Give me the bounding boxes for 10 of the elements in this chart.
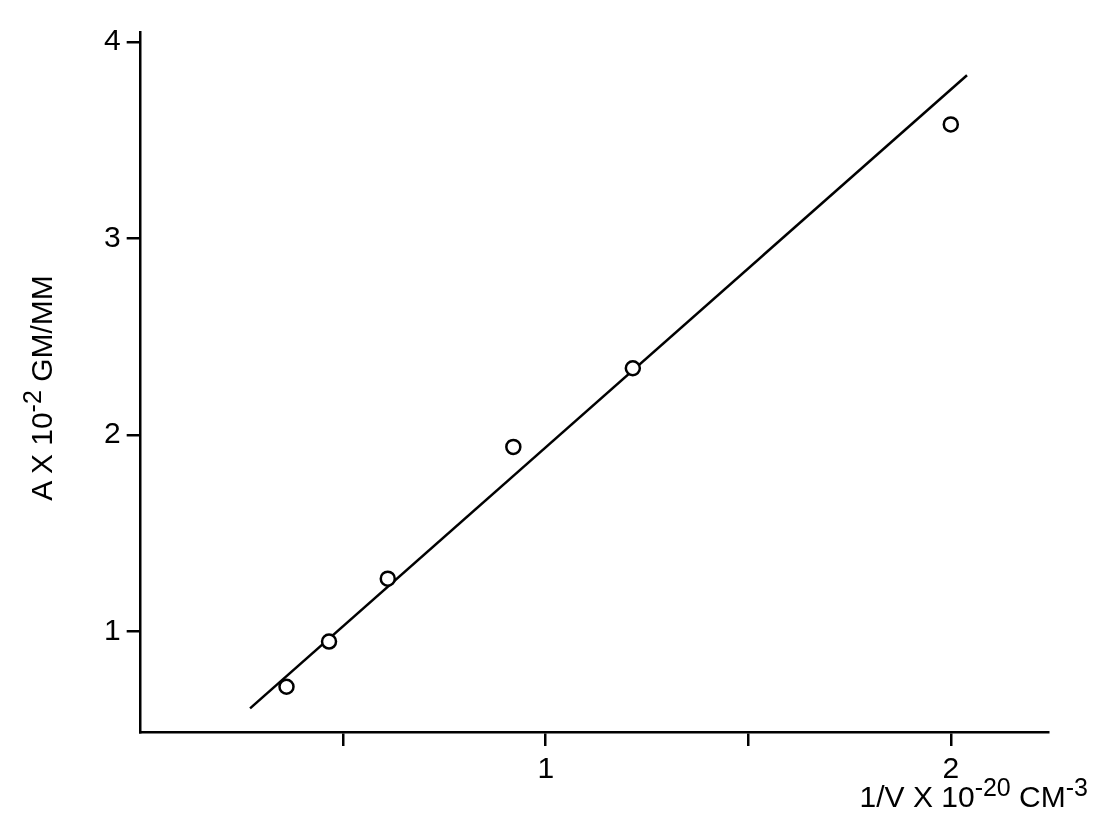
point — [624, 359, 642, 377]
point — [320, 633, 338, 650]
point — [942, 116, 960, 133]
point — [379, 570, 397, 587]
y-tick-label: 4 — [104, 23, 121, 57]
point — [278, 678, 295, 696]
y-tick-label: 1 — [104, 612, 121, 646]
y-tick-label: 2 — [104, 416, 121, 450]
y-tick-label: 3 — [104, 219, 121, 253]
point — [505, 438, 522, 456]
